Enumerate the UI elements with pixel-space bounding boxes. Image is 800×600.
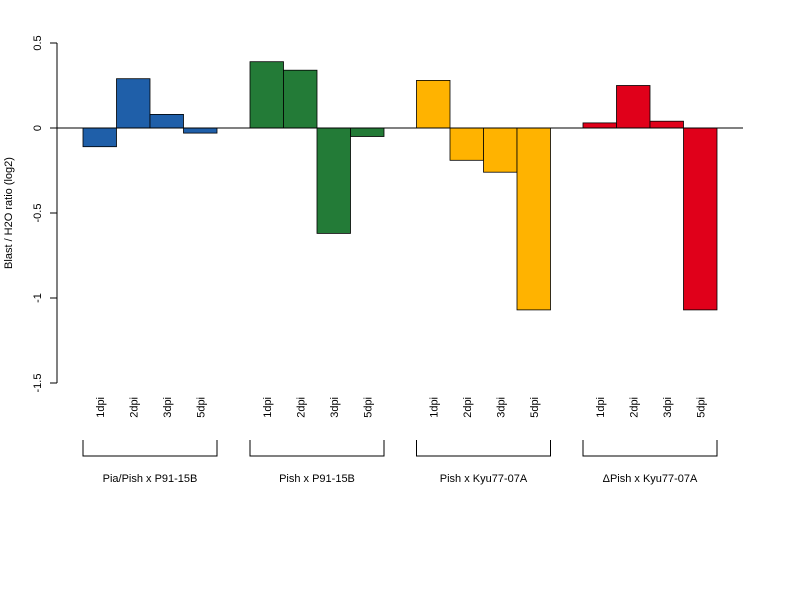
group-bracket [82,440,218,457]
group-bracket [582,440,718,457]
category-label: 2dpi [295,397,307,418]
category-label: 5dpi [362,397,374,418]
y-tick-label: -1.5 [32,374,44,393]
bar [183,127,218,134]
y-tick-label: -1 [32,293,44,303]
y-tick-label: 0.5 [32,35,44,50]
bar [350,127,385,137]
category-label: 5dpi [195,397,207,418]
category-label: 5dpi [695,397,707,418]
group-brackets: Pia/Pish x P91-15B Pish x P91-15B Pish x K… [82,440,718,485]
category-labels: 1dpi 2dpi 3dpi 5dpi 1dpi 2dpi 3dpi 5dpi 1dpi 2dpi… [95,397,708,418]
bar [283,69,318,129]
category-label: 3dpi [662,397,674,418]
category-label: 2dpi [628,397,640,418]
category-label: 2dpi [462,397,474,418]
category-label: 1dpi [95,397,107,418]
y-axis-label: Blast / H2O ratio (log2) [3,157,15,269]
category-label: 3dpi [329,397,341,418]
bar [683,127,718,311]
y-axis-ticks: 0.5 0 -0.5 -1 -1.5 [32,35,57,392]
bar [116,78,151,129]
group-bracket [249,440,385,457]
category-label: 1dpi [595,397,607,418]
bar [516,127,551,311]
group-bracket [416,440,551,457]
bar [582,122,617,129]
bars-layer [82,61,718,311]
category-label: 3dpi [495,397,507,418]
bar [616,85,651,129]
group-label: Pia/Pish x P91-15B [103,473,198,485]
bar [149,114,184,129]
group-label: ΔPish x Kyu77-07A [603,473,698,485]
category-label: 5dpi [529,397,541,418]
bar [449,127,484,161]
category-label: 1dpi [262,397,274,418]
bar [649,120,684,129]
bar [82,127,117,148]
category-label: 1dpi [428,397,440,418]
y-tick-label: 0 [32,125,44,131]
group-label: Pish x P91-15B [279,473,355,485]
bar [316,127,351,234]
category-label: 3dpi [162,397,174,418]
bar [483,127,518,173]
category-label: 2dpi [128,397,140,418]
y-tick-label: -0.5 [32,204,44,223]
bar [416,80,451,129]
group-label: Pish x Kyu77-07A [440,473,528,485]
bar [249,61,284,129]
